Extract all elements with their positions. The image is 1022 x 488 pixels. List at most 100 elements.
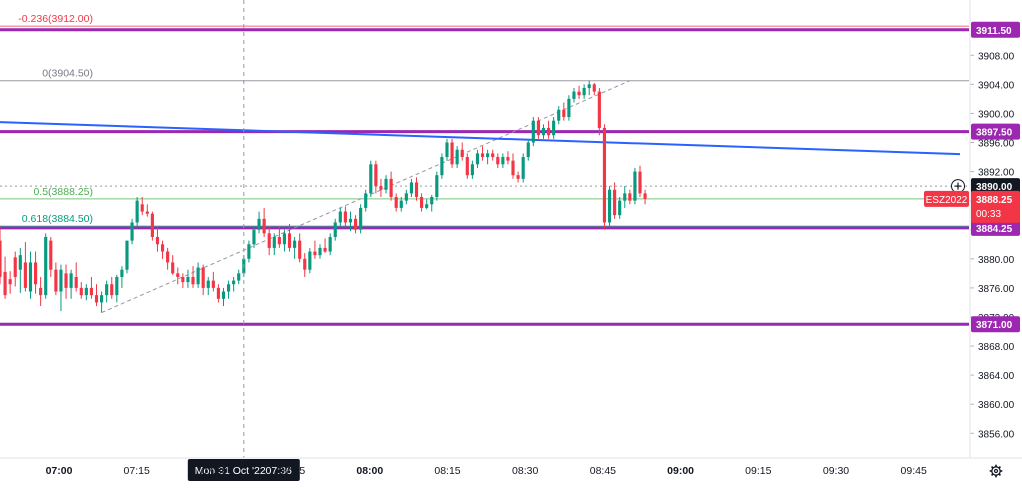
candle-body: [572, 91, 576, 99]
fibonacci-levels: -0.236(3912.00) 0(3904.50) 0.5(3888.25) 0.6…: [0, 13, 969, 227]
price-tick-label: 3856.00: [978, 429, 1015, 440]
candle-body: [94, 295, 99, 303]
candle-body: [262, 218, 266, 234]
symbol-label: ESZ2022: [926, 195, 968, 206]
level-lines: [0, 28, 969, 326]
candle-body: [557, 109, 561, 121]
candle-body: [618, 200, 622, 216]
candle-body: [501, 157, 505, 165]
candle-body: [237, 273, 241, 281]
gear-hub: [993, 468, 999, 474]
candle-body: [353, 218, 358, 230]
bar-countdown-label: 00:33: [976, 209, 1001, 220]
candle-body: [176, 273, 180, 277]
candle-body: [33, 262, 38, 285]
candle-body: [115, 276, 119, 296]
crosshair-time-badge: [187, 459, 300, 481]
candle-body: [379, 186, 383, 190]
candle-body: [541, 127, 546, 136]
candle-body: [475, 153, 480, 165]
candle-body: [546, 127, 551, 136]
time-axis[interactable]: 07:00 07:15 07:30 07:45 08:00 08:15 08:30 08:45…: [0, 457, 1022, 478]
candle-body: [120, 269, 124, 277]
candle-body: [425, 204, 429, 208]
candle-body: [369, 164, 373, 194]
candle-body: [328, 236, 332, 252]
candle-body: [211, 280, 215, 288]
candle-body: [343, 211, 347, 223]
candle-body: [323, 247, 327, 252]
time-tick-label: 08:30: [512, 465, 538, 477]
price-tick-label: 3900.00: [978, 109, 1015, 120]
candle-body: [59, 269, 63, 292]
candle-body: [125, 240, 129, 270]
crosshair-date-label: Mon 31 Oct '22: [195, 465, 266, 477]
candle-body: [171, 262, 175, 274]
candle-body: [252, 229, 256, 245]
level-price-label: 3884.25: [976, 224, 1013, 235]
candle-body: [186, 276, 190, 283]
current-price-marker[interactable]: 3890.00: [951, 178, 1021, 195]
gear-tooth: [990, 465, 994, 469]
price-tick-label: 3864.00: [978, 371, 1015, 382]
current-price-label: 3890.00: [976, 182, 1013, 193]
candle-body: [587, 84, 591, 88]
price-tick-label: 3892.00: [978, 168, 1015, 179]
candle-body: [313, 251, 317, 256]
candle-body: [399, 200, 403, 208]
time-tick-label: 08:15: [434, 465, 460, 477]
time-tick-label: 08:45: [590, 465, 616, 477]
candle-body: [333, 222, 337, 237]
time-tick-label: 08:00: [356, 465, 383, 477]
candle-body: [150, 213, 154, 237]
current-price-badge: [971, 178, 1020, 195]
candle-body: [445, 142, 449, 158]
candle-body: [181, 276, 185, 283]
settings-gear-icon[interactable]: [989, 464, 1003, 478]
candle-body: [521, 157, 525, 179]
candle-body: [89, 287, 94, 296]
candle-body: [69, 273, 73, 288]
candle-body: [470, 164, 474, 176]
candle-body: [435, 175, 439, 198]
crosshair: Mon 31 Oct '22 07:36: [187, 0, 300, 481]
candle-body: [257, 218, 261, 230]
candle-body: [516, 175, 520, 179]
time-tick-label: 07:30: [201, 465, 227, 477]
candle-body: [74, 276, 78, 288]
time-tick-label: 07:15: [124, 465, 150, 477]
candle-body: [64, 273, 68, 288]
price-tick-label: 3868.00: [978, 342, 1015, 353]
candle-body: [536, 120, 540, 136]
candle-body: [226, 284, 231, 292]
candle-body: [633, 171, 637, 201]
candle-body: [8, 279, 12, 285]
level-price-badge: [971, 219, 1020, 236]
price-axis[interactable]: 3908.00 3904.00 3900.00 3896.00 3892.00 3888.…: [924, 0, 1020, 458]
price-tick-label: 3880.00: [978, 255, 1015, 266]
candle-body: [420, 197, 424, 208]
candle-body: [110, 284, 114, 296]
time-tick-label: 07:45: [279, 465, 305, 477]
candle-body: [267, 233, 271, 248]
candle-body: [384, 178, 388, 190]
candle-body: [18, 255, 22, 270]
candle-body: [480, 153, 485, 158]
last-price-badge: [971, 190, 1020, 223]
candle-body: [28, 262, 33, 292]
level-price-label: 3871.00: [976, 320, 1013, 331]
candle-body: [491, 153, 495, 158]
candle-body: [348, 218, 353, 223]
last-price-label: 3888.25: [976, 195, 1013, 206]
candle-body: [232, 280, 236, 285]
candle-body: [577, 91, 581, 96]
candle-body: [440, 157, 444, 176]
candle-body: [607, 189, 612, 223]
candle-body: [455, 149, 459, 165]
level-price-badge: [971, 123, 1020, 140]
blue-trendline[interactable]: [0, 121, 961, 156]
candle-body: [3, 271, 7, 296]
